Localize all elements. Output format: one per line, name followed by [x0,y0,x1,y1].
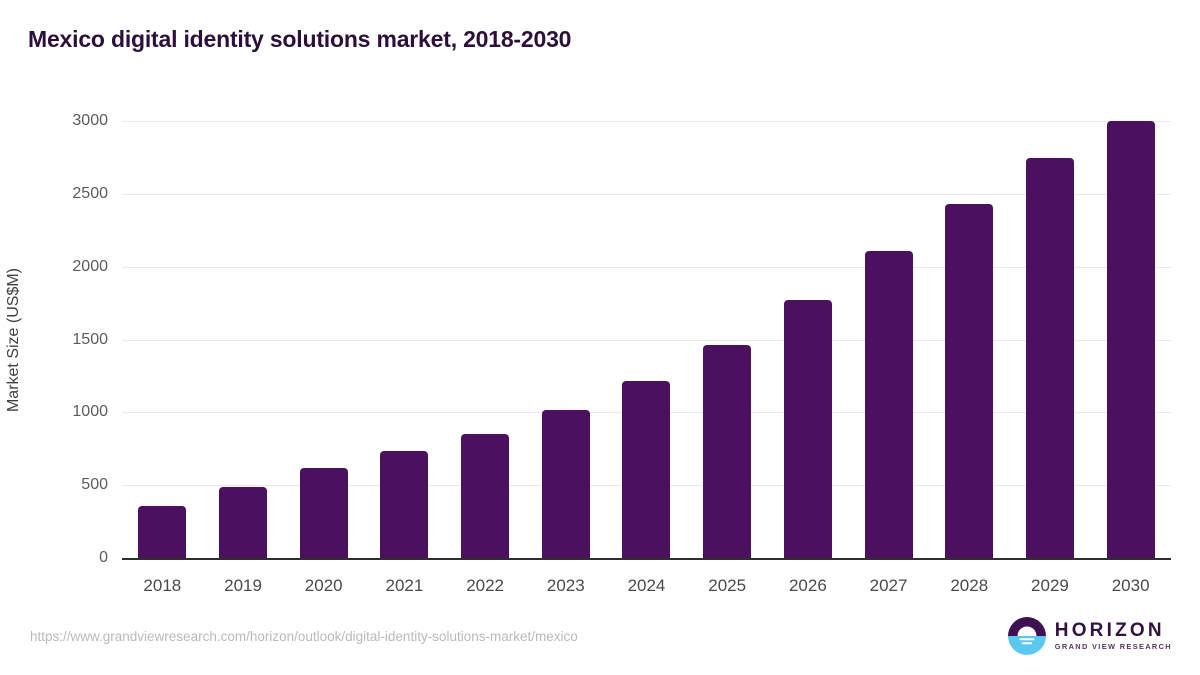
bar[interactable] [461,434,510,558]
x-axis-line [122,558,1171,560]
bar-group[interactable]: 2025 [703,121,752,595]
bar[interactable] [1106,121,1155,558]
bar-group[interactable]: 2029 [1025,121,1074,595]
source-url[interactable]: https://www.grandviewresearch.com/horizo… [30,629,578,644]
y-tick-label: 2500 [72,184,108,202]
bar-group[interactable]: 2024 [622,121,671,595]
x-tick-label: 2020 [304,576,343,595]
bar-group[interactable]: 2023 [541,121,590,595]
x-tick-label: 2027 [869,576,908,595]
gridline [122,121,1171,122]
bar-group[interactable]: 2021 [380,121,429,595]
x-tick-label: 2018 [143,576,182,595]
x-tick-label: 2028 [950,576,989,595]
bar-group[interactable]: 2028 [945,121,994,595]
gridline [122,266,1171,268]
bar-group[interactable]: 2030 [1106,121,1155,595]
bar[interactable] [541,410,590,558]
y-tick-label: 1500 [72,330,108,348]
bar-group[interactable]: 2019 [219,121,268,595]
bar[interactable] [945,204,994,558]
bar[interactable] [299,468,348,558]
bar[interactable] [138,505,187,558]
x-tick-label: 2029 [1031,576,1069,595]
y-tick-label: 2000 [72,257,108,275]
logo-text: HORIZON GRAND VIEW RESEARCH [1055,621,1172,651]
bar-group[interactable]: 2018 [138,121,187,595]
bar[interactable] [622,380,671,558]
y-tick-label: 0 [99,549,108,566]
x-tick-label: 2019 [224,576,262,595]
bar[interactable] [703,344,752,558]
bar-group[interactable]: 2027 [864,121,913,595]
plot-area: 0 500 1000 1500 2000 2500 3000 2018 2019 2020 2021… [72,112,1171,595]
page-title: Mexico digital identity solutions market… [28,26,572,52]
bar-group[interactable]: 2020 [299,121,348,595]
y-tick-label: 3000 [72,112,108,129]
x-tick-label: 2022 [466,576,505,595]
x-tick-label: 2021 [385,576,424,595]
x-tick-label: 2023 [546,576,585,595]
x-tick-label: 2030 [1111,576,1150,595]
x-tick-label: 2024 [627,576,666,595]
bar[interactable] [219,486,268,558]
logo-tagline: GRAND VIEW RESEARCH [1054,641,1172,651]
bar[interactable] [864,251,913,558]
y-axis-title: Market Size (US$M) [5,267,22,413]
bar[interactable] [783,300,832,558]
horizon-logo[interactable]: HORIZON GRAND VIEW RESEARCH [1007,617,1172,655]
logo-wordmark: HORIZON [1054,619,1165,641]
x-tick-label: 2026 [788,576,827,595]
horizon-logo-icon [1007,617,1046,655]
bar[interactable] [380,450,429,558]
bar[interactable] [1025,157,1074,558]
y-tick-label: 1000 [72,403,108,421]
bar-group[interactable]: 2022 [461,121,510,595]
y-tick-label: 500 [81,476,108,494]
gridline [122,339,1171,341]
x-tick-label: 2025 [708,576,747,595]
gridline [122,193,1171,195]
bar-group[interactable]: 2026 [783,121,832,595]
